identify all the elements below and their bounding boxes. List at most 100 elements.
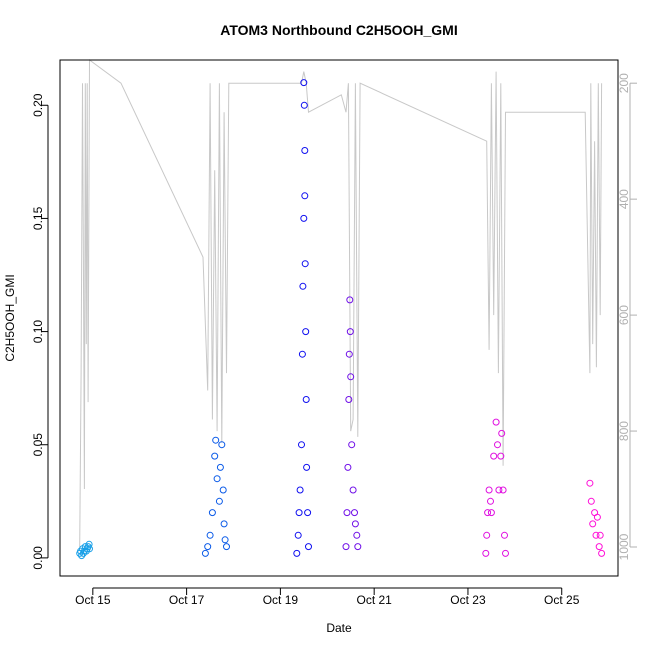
data-point [351, 520, 359, 528]
y2-tick-label: 600 [617, 305, 631, 325]
data-point [596, 531, 604, 539]
data-point [598, 549, 606, 557]
data-point [208, 509, 216, 517]
data-point [353, 531, 361, 539]
data-point [354, 543, 362, 551]
data-point [497, 452, 505, 460]
data-point [487, 497, 494, 505]
data-point [201, 549, 209, 557]
x-tick-label: Oct 17 [169, 593, 205, 607]
data-point [593, 513, 601, 521]
data-point [218, 441, 226, 449]
series-2 [201, 436, 230, 557]
data-point [213, 475, 221, 483]
series-4 [342, 296, 362, 551]
data-point [502, 549, 509, 557]
data-point [220, 520, 228, 528]
x-tick-label: Oct 19 [263, 593, 299, 607]
data-point [485, 486, 493, 494]
data-point [296, 486, 304, 494]
data-point [343, 509, 351, 517]
data-point [303, 463, 311, 471]
plot-frame [59, 59, 619, 577]
y2-tick-label: 800 [617, 421, 631, 441]
data-point [586, 479, 594, 487]
bottom-axis: Oct 15 Oct 17 Oct 19 Oct 21 Oct 23 Oct 25 [75, 587, 580, 607]
data-point [345, 396, 353, 403]
data-point [295, 509, 303, 517]
data-point [342, 543, 350, 551]
y2-tick-label: 1000 [617, 533, 631, 560]
data-point [302, 328, 310, 336]
data-point [85, 540, 93, 548]
data-point [301, 192, 309, 200]
data-point [347, 373, 355, 381]
data-point [304, 509, 312, 517]
right-axis: 200 400 600 800 1000 [617, 73, 637, 560]
y-tick-label: 0.05 [31, 433, 45, 457]
data-point [494, 441, 501, 449]
left-axis: 0.00 0.05 0.10 0.15 0.20 [31, 93, 49, 570]
data-point [206, 531, 214, 539]
y-tick-label: 0.20 [31, 93, 45, 117]
data-point [204, 543, 212, 551]
data-point [345, 350, 353, 358]
data-point [483, 531, 491, 539]
y-tick-label: 0.00 [31, 546, 45, 570]
data-points-layer [76, 79, 606, 560]
data-point [298, 441, 305, 449]
data-point [300, 79, 308, 87]
data-point [298, 350, 306, 358]
data-point [487, 509, 495, 517]
data-point [349, 486, 357, 494]
data-point [302, 396, 310, 403]
series-5 [482, 418, 509, 557]
data-point [490, 452, 498, 460]
data-point [86, 545, 93, 553]
data-point [211, 452, 219, 460]
data-point [299, 282, 307, 290]
data-point [351, 509, 358, 517]
series-3 [293, 79, 312, 557]
data-point [215, 497, 223, 505]
data-point [346, 296, 354, 304]
data-point [492, 418, 500, 426]
y2-tick-label: 400 [617, 189, 631, 209]
data-point [219, 486, 227, 494]
data-point [301, 260, 309, 268]
y-axis-label: C2H5OOH_GMI [3, 274, 17, 361]
y2-tick-label: 200 [617, 73, 631, 93]
data-point [595, 543, 603, 551]
data-point [482, 549, 490, 557]
data-point [484, 509, 492, 517]
series-6 [586, 479, 606, 557]
data-point [294, 531, 302, 539]
x-tick-label: Oct 25 [544, 593, 580, 607]
data-point [501, 531, 508, 539]
data-point [221, 536, 229, 544]
y-tick-label: 0.10 [31, 320, 45, 344]
chart-title: ATOM3 Northbound C2H5OOH_GMI [220, 22, 457, 38]
data-point [300, 214, 308, 222]
x-tick-label: Oct 23 [450, 593, 486, 607]
series-1 [76, 540, 93, 560]
data-point [301, 147, 309, 154]
data-point [81, 543, 89, 551]
data-point [348, 441, 356, 449]
x-tick-label: Oct 21 [356, 593, 392, 607]
y-tick-label: 0.15 [31, 206, 45, 230]
data-point [498, 429, 506, 437]
data-point [216, 463, 224, 471]
x-tick-label: Oct 15 [75, 593, 111, 607]
pressure-line [79, 59, 603, 548]
data-point [587, 497, 595, 505]
pressure-line-layer [79, 59, 603, 548]
data-point [300, 101, 308, 109]
x-axis-label: Date [326, 621, 352, 635]
data-point [305, 543, 312, 551]
data-point [592, 531, 600, 539]
data-point [212, 436, 220, 444]
data-point [495, 486, 503, 494]
data-point [223, 543, 230, 551]
data-point [346, 328, 354, 336]
